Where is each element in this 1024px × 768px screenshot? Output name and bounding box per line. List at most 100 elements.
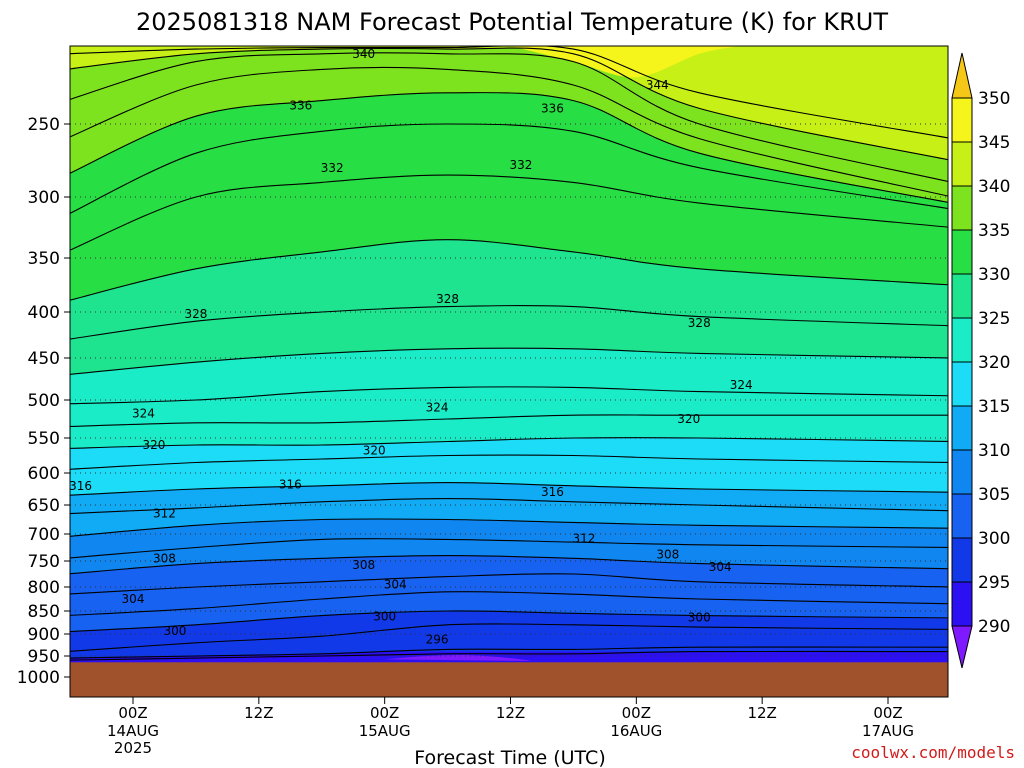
isentrope-336 [70,92,948,203]
contour-label: 296 [426,632,449,646]
contour-label: 332 [510,158,533,172]
x-tick-date: 17AUG [862,722,914,740]
contour-label: 344 [646,78,669,92]
isentrope-340 [70,52,948,183]
colorbar-label: 340 [978,177,1010,197]
band-342 [70,46,948,160]
y-tick-label: 400 [28,303,60,323]
colorbar-swatch [951,449,973,495]
plot-area: 340 344 336 336 332 332 328 328 328 324 324 324 320 3… [69,45,949,698]
contour-label: 312 [572,531,595,545]
x-tick-label: 00Z [370,704,399,722]
y-tick-label: 650 [28,496,60,516]
colorbar-label: 350 [978,89,1010,109]
colorbar-swatch [951,273,973,319]
contour-label: 300 [373,610,396,624]
contour-label: 324 [730,378,753,392]
isentrope-contours [70,46,948,661]
colorbar-label: 305 [978,485,1010,505]
contour-label: 304 [384,577,407,591]
isentrope-304 [70,591,948,616]
contour-label: 316 [279,478,302,492]
contour-label: 304 [709,560,732,574]
contour-labels: 340 344 336 336 332 332 328 328 328 324 324 324 320 3… [69,47,753,646]
contour-label: 320 [143,438,166,452]
x-tick-label: 12Z [496,704,525,722]
colorbar-swatch [951,229,973,275]
isentrope-314 [70,498,948,515]
isentrope-320 [70,437,948,449]
y-tick-label: 750 [28,552,60,572]
chart-title: 2025081318 NAM Forecast Potential Temper… [136,8,888,36]
isentrope-334 [70,123,948,214]
isentrope-302 [70,610,948,633]
isentrope-298 [70,646,948,659]
isentrope-316 [70,482,948,496]
y-tick-label: 450 [28,349,60,369]
colorbar-label: 300 [978,529,1010,549]
colorbar-top-arrow [951,52,973,99]
isentrope-312 [70,518,948,537]
contour-label: 336 [289,98,312,112]
contour-label: 304 [122,592,145,606]
colorbar-label: 295 [978,573,1010,593]
contour-label: 316 [541,485,564,499]
isentrope-328 [70,305,948,340]
isentrope-332 [70,174,948,251]
x-tick-date: 16AUG [610,722,662,740]
colorbar-swatch [951,185,973,231]
x-tick-label: 00Z [873,704,902,722]
y-tick-label: 900 [28,625,60,645]
contour-label: 320 [677,412,700,426]
isentrope-310 [70,538,948,559]
colorbar-label: 325 [978,309,1010,329]
contour-label: 324 [132,407,155,421]
y-axis: 250 300 350 400 450 500 550 600 650 700 750 800 850 9… [17,115,70,688]
isentrope-296 [70,650,948,661]
y-tick-label: 300 [28,188,60,208]
isentrope-308 [70,555,948,575]
y-tick-label: 700 [28,525,60,545]
contour-label: 308 [153,551,176,565]
isentrope-330 [70,239,948,301]
colorbar-label: 335 [978,221,1010,241]
isentrope-324 [70,386,948,405]
x-tick-label: 12Z [747,704,776,722]
x-tick-label: 00Z [118,704,147,722]
colorbar-label: 315 [978,397,1010,417]
band-290 [384,655,532,661]
contour-label: 340 [352,47,375,61]
colorbar: 290 295 300 305 310 315 320 325 330 335 340 345 350 [951,52,1010,669]
colorbar-swatch [951,493,973,539]
y-tick-label: 1000 [17,668,60,688]
isentrope-318 [70,454,948,470]
colorbar-swatch [951,141,973,187]
y-tick-label: 250 [28,115,60,135]
contour-label: 336 [541,101,564,115]
isentrope-338 [70,66,948,197]
contour-label: 328 [436,292,459,306]
contour-label: 316 [69,479,92,493]
colorbar-swatch [951,317,973,363]
y-tick-label: 850 [28,602,60,622]
isentrope-300 [70,623,948,652]
contour-label: 312 [153,507,176,521]
contour-label: 328 [688,316,711,330]
ground-surface [70,662,948,697]
credit-text: coolwx.com/models [851,743,1015,762]
y-tick-label: 500 [28,391,60,411]
isentrope-322 [70,414,948,428]
contour-label: 324 [426,401,449,415]
colorbar-label: 290 [978,617,1010,637]
colorbar-label: 345 [978,133,1010,153]
contour-label: 328 [184,307,207,321]
isentrope-344 [70,46,948,139]
contour-label: 332 [321,161,344,175]
band-345 [510,46,742,78]
colorbar-bottom-arrow [951,625,973,669]
x-tick-date: 14AUG [107,722,159,740]
y-tick-label: 600 [28,464,60,484]
plot-frame [69,45,949,698]
